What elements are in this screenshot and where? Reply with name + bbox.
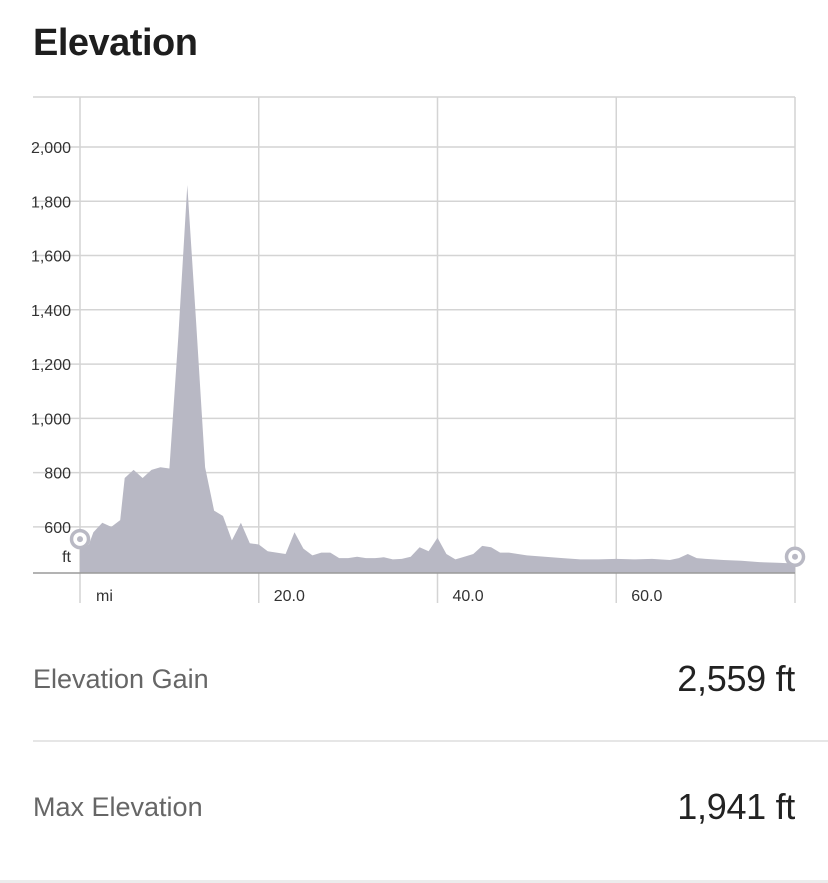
x-axis-tick-labels: 20.0 40.0 60.0: [274, 588, 663, 605]
horizontal-gridlines: [33, 96, 795, 528]
elevation-title: Elevation: [33, 22, 198, 64]
x-tick-label: 40.0: [453, 588, 484, 605]
elevation-area: [80, 185, 795, 573]
stats-divider: [33, 740, 828, 742]
x-axis-unit-label: mi: [96, 588, 113, 605]
y-tick-label: 1,200: [31, 357, 71, 374]
y-tick-label: 1,000: [31, 411, 71, 428]
y-tick-label: 1,400: [31, 303, 71, 320]
y-tick-label: 1,800: [31, 194, 71, 211]
elevation-gain-row: Elevation Gain 2,559 ft: [33, 649, 795, 709]
max-elevation-label: Max Elevation: [33, 791, 203, 822]
elevation-chart: 600 800 1,000 1,200 1,400 1,600 1,800 2,000 20.…: [31, 96, 806, 605]
max-elevation-value: 1,941 ft: [677, 786, 795, 827]
bottom-divider: [0, 880, 828, 883]
vertical-gridlines: [79, 97, 796, 603]
y-tick-label: 800: [44, 466, 71, 483]
max-elevation-row: Max Elevation 1,941 ft: [33, 777, 795, 837]
y-tick-label: 1,600: [31, 249, 71, 266]
route-endpoint-markers: [69, 528, 806, 567]
x-tick-label: 60.0: [631, 588, 662, 605]
elevation-chart-svg: 600 800 1,000 1,200 1,400 1,600 1,800 2,000 20.…: [31, 96, 806, 605]
marker-dot: [792, 553, 798, 560]
y-axis-unit-label: ft: [62, 549, 71, 566]
elevation-gain-value: 2,559 ft: [677, 658, 795, 699]
y-tick-label: 600: [44, 520, 71, 537]
y-tick-label: 2,000: [31, 140, 71, 157]
x-tick-label: 20.0: [274, 588, 305, 605]
marker-dot: [77, 536, 83, 543]
y-axis-tick-labels: 600 800 1,000 1,200 1,400 1,600 1,800 2,000: [31, 140, 71, 537]
elevation-gain-label: Elevation Gain: [33, 663, 209, 694]
